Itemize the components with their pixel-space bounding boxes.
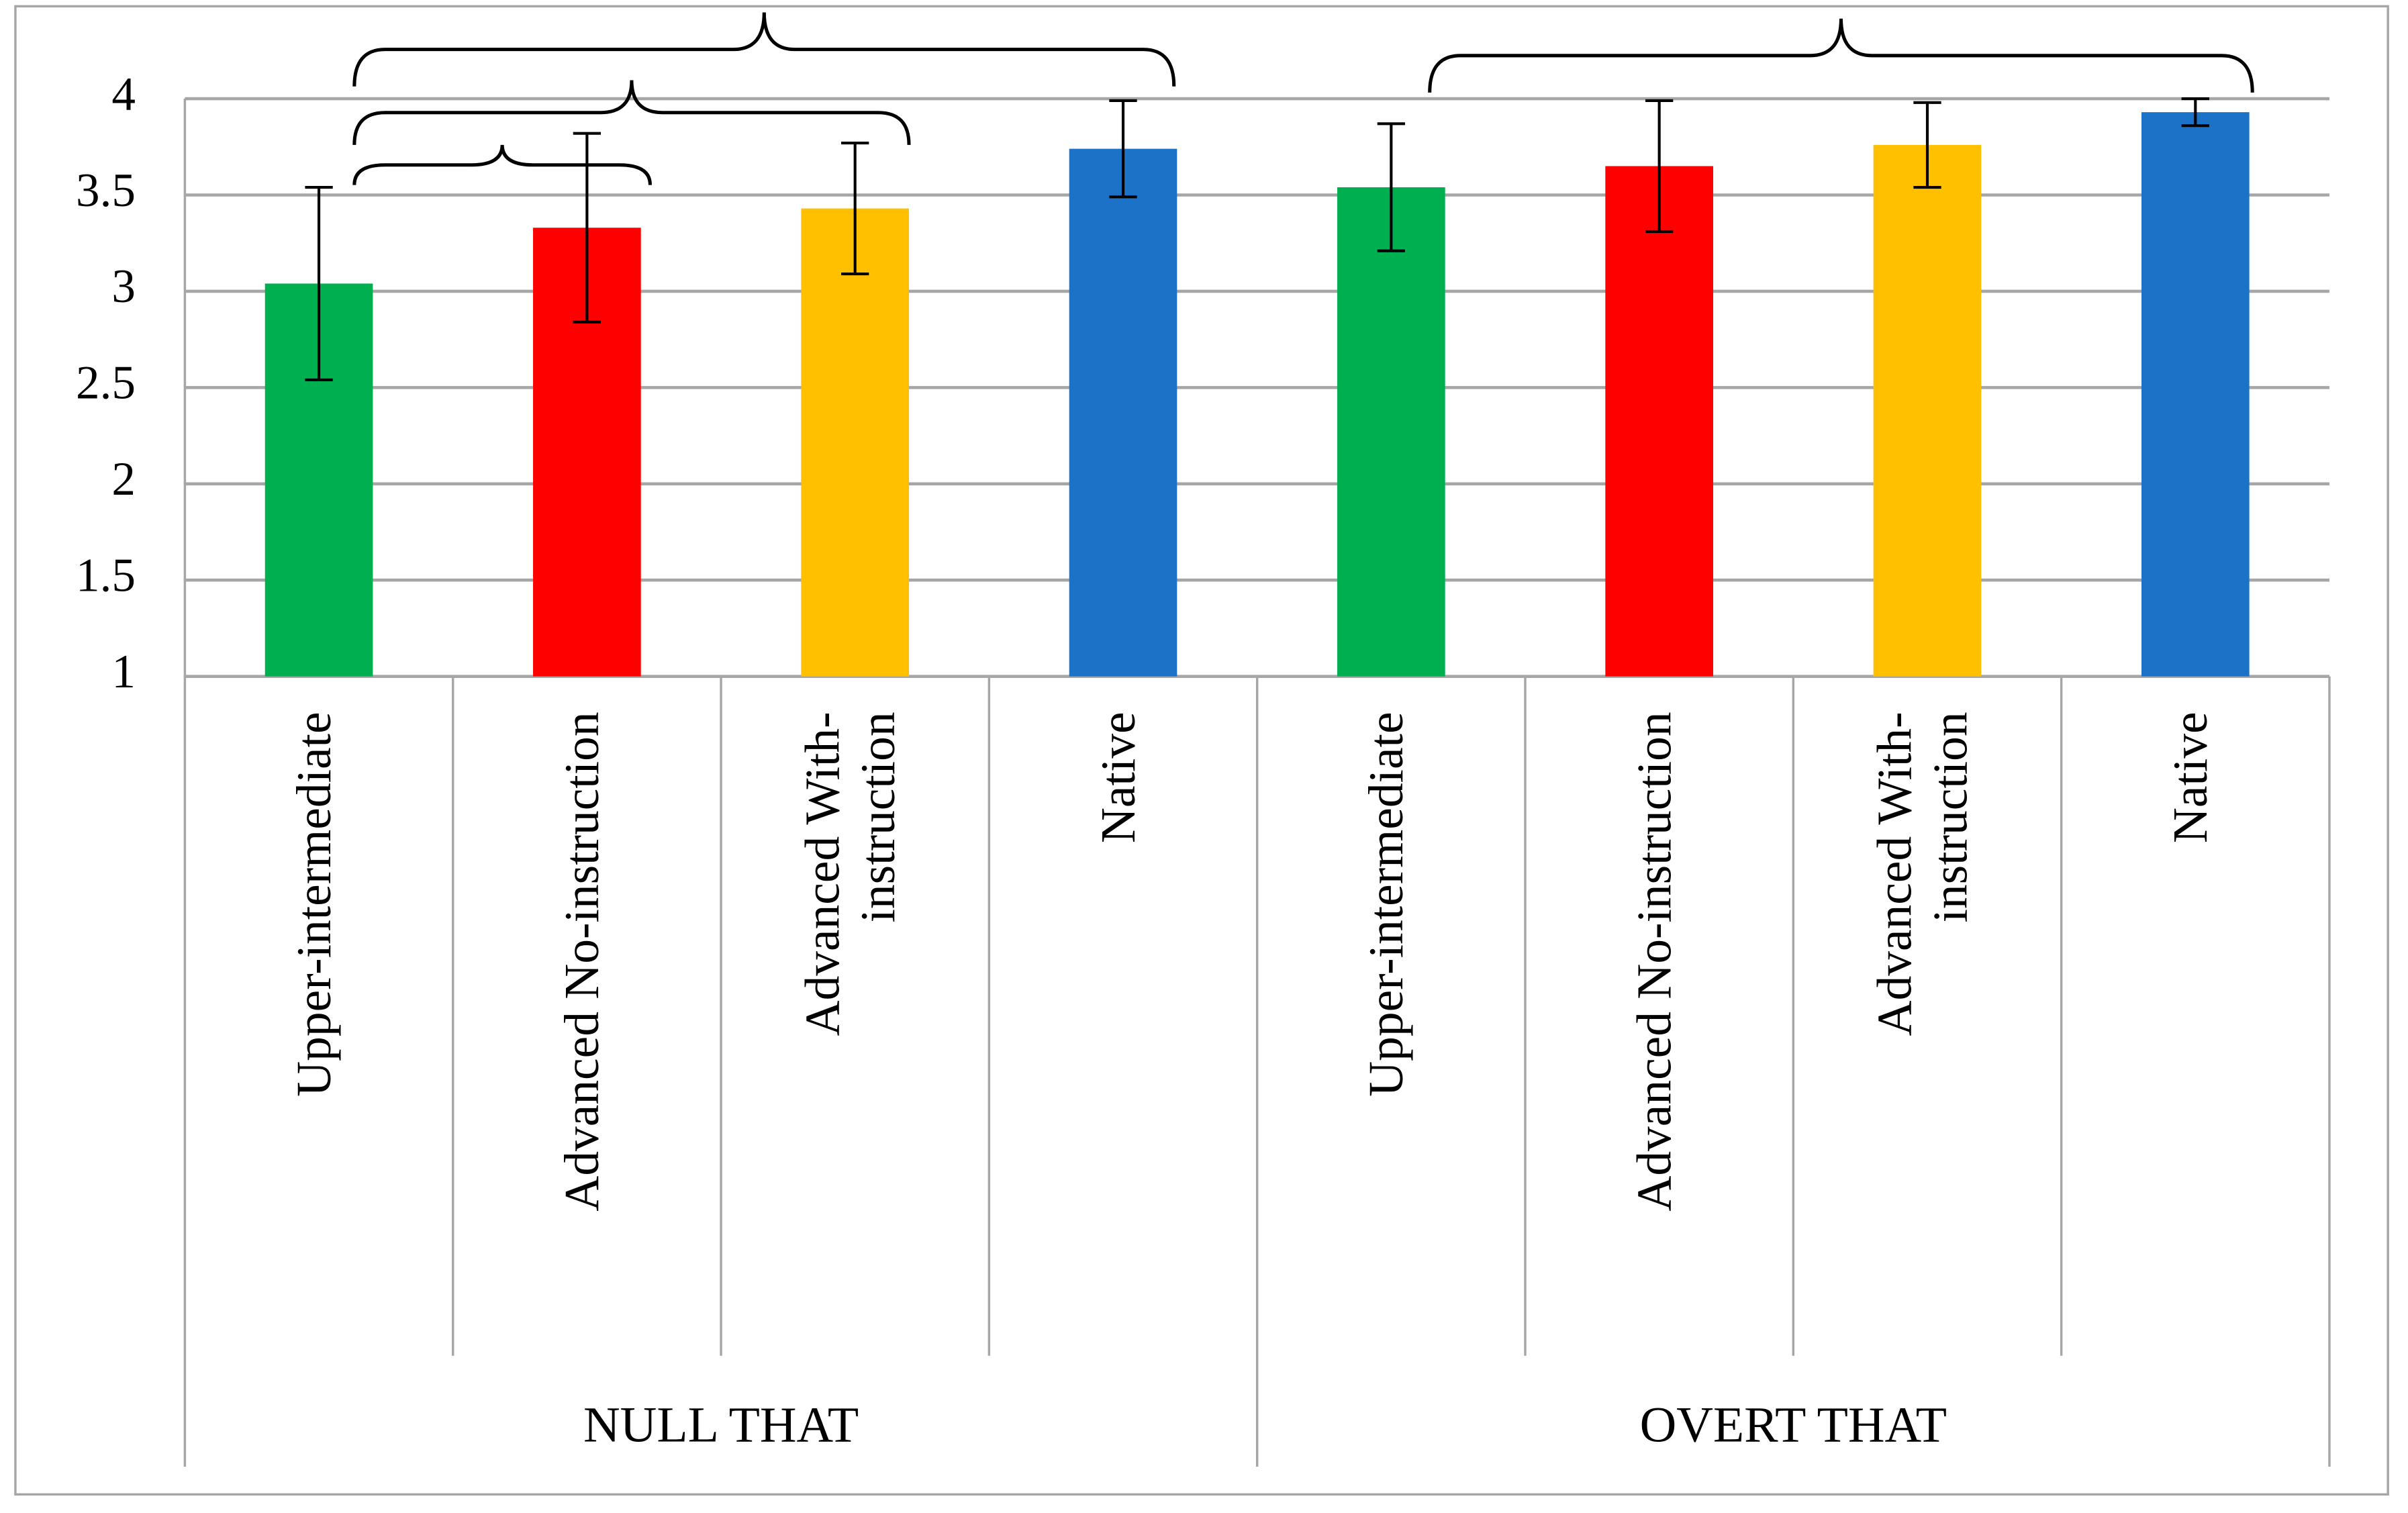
group-label: NULL THAT — [583, 1397, 859, 1453]
x-tick-label: Advanced With-instruction — [795, 712, 905, 1036]
label-line: Advanced With- — [795, 712, 849, 1036]
significance-brace — [352, 12, 1176, 87]
bar — [1337, 187, 1445, 677]
y-tick-label: 3.5 — [76, 164, 136, 217]
significance-brace — [1428, 18, 2254, 93]
bar — [801, 208, 910, 677]
significance-brace — [352, 144, 652, 185]
label-line: instruction — [851, 712, 905, 922]
x-tick-label: Upper-intermediate — [287, 712, 341, 1096]
chart-border — [14, 5, 2389, 1496]
x-tick-label: Native — [2163, 712, 2217, 843]
y-tick-label: 1.5 — [76, 550, 136, 602]
group-label: OVERT THAT — [1640, 1397, 1947, 1453]
significance-brace — [352, 80, 911, 145]
label-line: Advanced With- — [1868, 712, 1922, 1036]
x-tick-label: Advanced No-instruction — [1627, 712, 1682, 1211]
y-tick-label: 3 — [111, 260, 136, 313]
x-tick-label: Advanced No-instruction — [555, 712, 609, 1211]
x-tick-label: Advanced With-instruction — [1868, 712, 1978, 1036]
y-tick-label: 1 — [111, 646, 136, 698]
label-line: instruction — [1923, 712, 1977, 922]
bar — [1605, 166, 1713, 677]
x-tick-label: Native — [1091, 712, 1145, 843]
y-tick-label: 4 — [111, 68, 136, 120]
bar — [2141, 112, 2250, 677]
bar — [1873, 144, 1982, 677]
x-tick-label: Upper-intermediate — [1359, 712, 1413, 1096]
y-tick-label: 2.5 — [76, 357, 136, 409]
bar — [1069, 148, 1177, 677]
y-tick-label: 2 — [111, 453, 136, 505]
